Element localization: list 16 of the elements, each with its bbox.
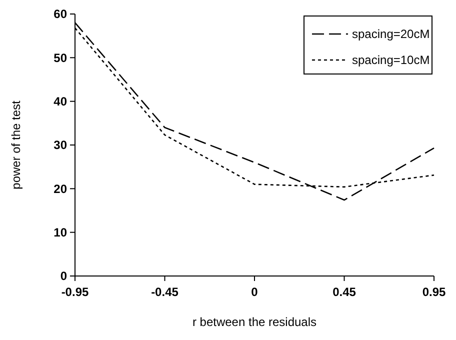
y-tick-label: 40 bbox=[54, 94, 68, 109]
x-axis-title: r between the residuals bbox=[192, 315, 317, 329]
legend-label: spacing=10cM bbox=[352, 53, 430, 68]
x-tick-label: 0.45 bbox=[332, 285, 356, 299]
y-tick-label: 10 bbox=[54, 226, 68, 240]
y-axis-title: power of the test bbox=[9, 100, 23, 190]
legend-label: spacing=20cM bbox=[352, 27, 430, 42]
y-tick-label: 50 bbox=[54, 50, 68, 65]
x-tick-label: 0.95 bbox=[422, 285, 446, 299]
y-tick-label: 60 bbox=[54, 7, 68, 22]
y-tick-label: 20 bbox=[54, 182, 68, 196]
y-tick-label: 30 bbox=[54, 138, 68, 152]
x-tick-label: -0.95 bbox=[61, 285, 89, 299]
y-tick-label: 0 bbox=[60, 269, 68, 284]
x-tick-label: 0 bbox=[251, 285, 258, 299]
x-tick-label: -0.45 bbox=[151, 285, 179, 299]
